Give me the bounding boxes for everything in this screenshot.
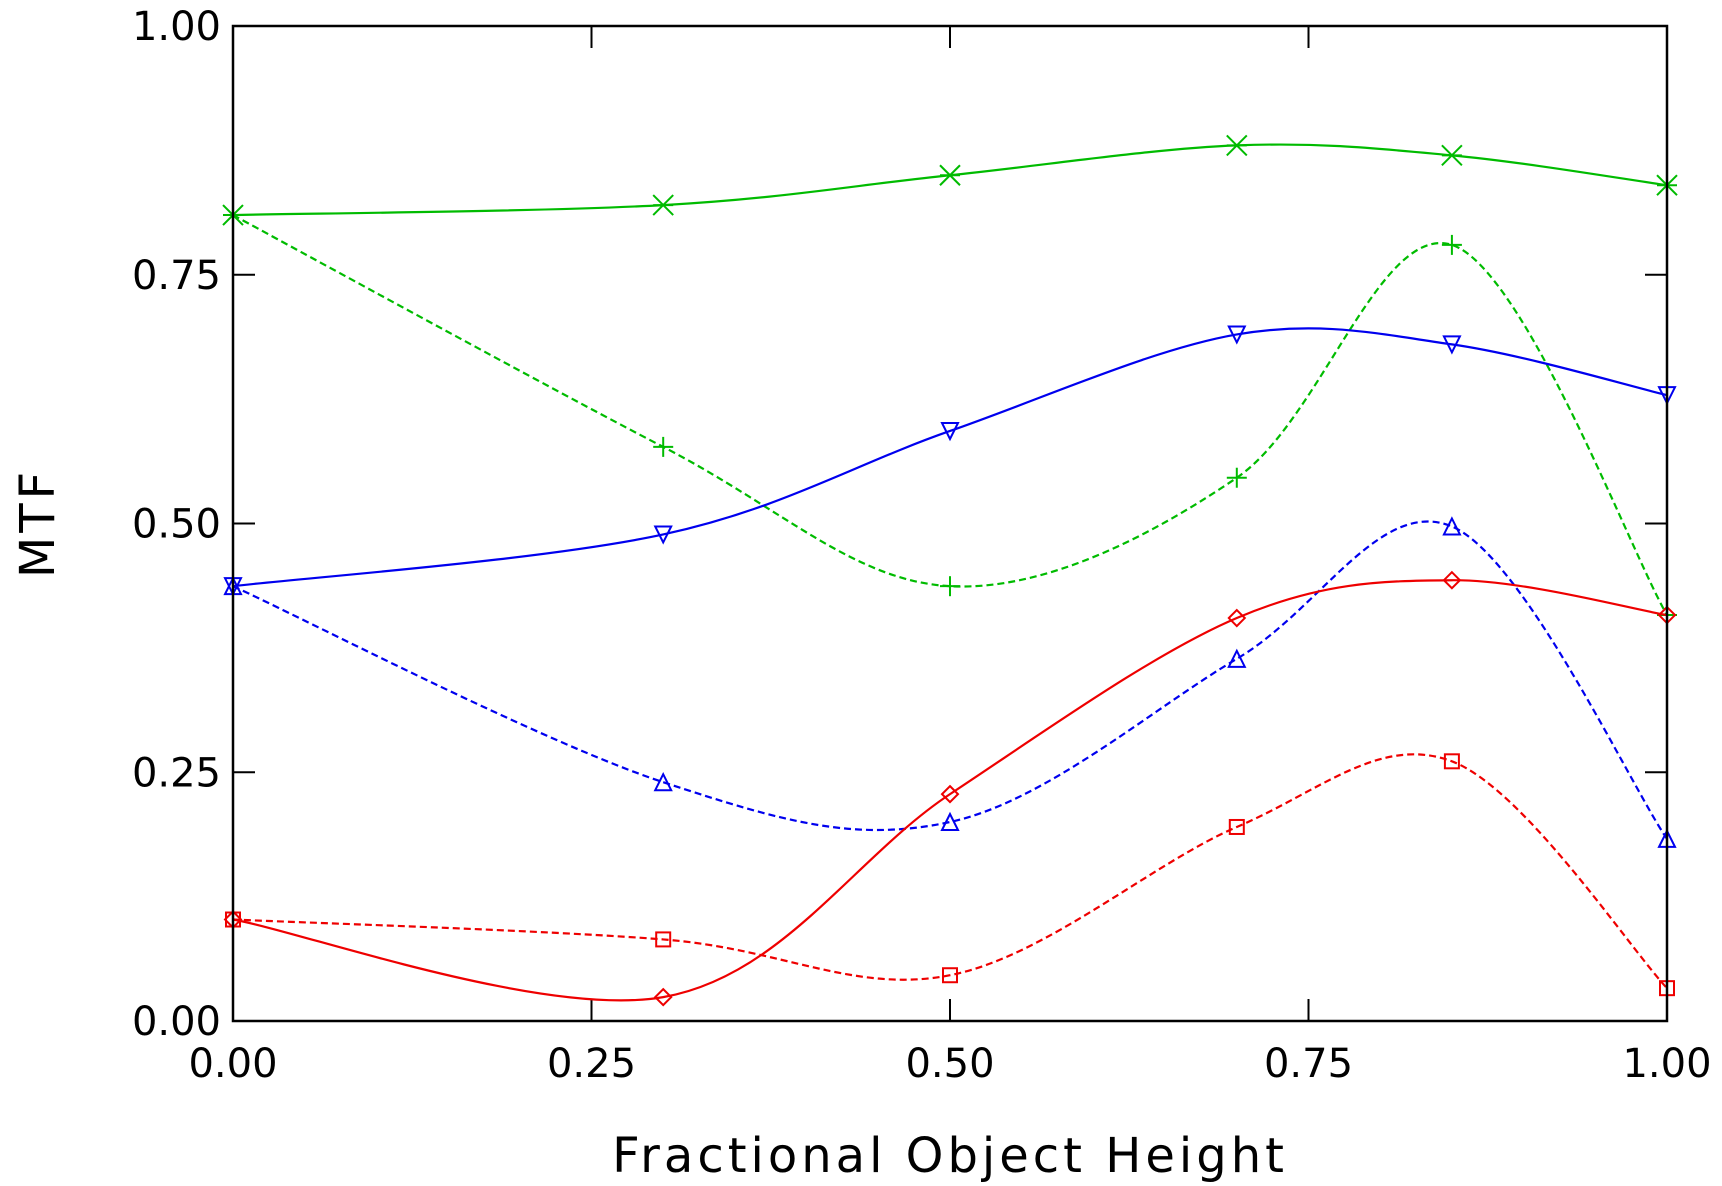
data-point-x-star — [939, 164, 961, 186]
data-point-triangle-down — [1442, 335, 1462, 355]
data-point-diamond — [940, 784, 960, 804]
data-point-x-star — [652, 194, 674, 216]
data-point-triangle-down — [1227, 325, 1247, 345]
data-point-plus — [940, 576, 960, 597]
series-line — [232, 520, 1668, 840]
y-tick-label: 0.25 — [132, 750, 221, 796]
data-point-triangle-up — [940, 811, 960, 831]
data-point-square — [942, 967, 958, 984]
data-point-square — [1443, 753, 1460, 770]
x-tick-label: 0.25 — [547, 1041, 636, 1087]
x-tick-label: 0.75 — [1264, 1041, 1353, 1087]
series-line — [232, 214, 1668, 616]
x-tick-labels: 0.00 0.25 0.50 0.75 1.00 — [188, 1041, 1711, 1087]
x-tick-label: 0.00 — [188, 1041, 277, 1087]
data-point-square — [655, 931, 672, 948]
data-point-plus — [1226, 467, 1247, 488]
data-point-x-star — [1441, 144, 1463, 167]
x-tick-label: 0.50 — [905, 1041, 994, 1087]
series-line — [232, 327, 1668, 588]
y-tick-label: 1.00 — [132, 4, 221, 50]
x-axis-label: Fractional Object Height — [612, 1128, 1288, 1184]
data-point-diamond — [653, 987, 673, 1007]
series-2 — [223, 325, 1677, 597]
series-0 — [222, 134, 1678, 226]
y-tick-labels: 0.00 0.25 0.50 0.75 1.00 — [132, 4, 221, 1045]
y-tick-label: 0.50 — [132, 502, 221, 548]
y-tick-label: 0.00 — [132, 999, 221, 1045]
series-line — [232, 753, 1668, 989]
series-layer — [222, 134, 1678, 1007]
data-point-triangle-down — [653, 525, 673, 545]
data-point-triangle-up — [1442, 516, 1462, 536]
data-point-triangle-down — [940, 421, 960, 442]
data-point-triangle-up — [653, 771, 673, 792]
data-point-plus — [1441, 234, 1462, 255]
series-1 — [223, 205, 1677, 626]
y-tick-label: 0.75 — [132, 253, 221, 299]
data-point-square — [1228, 818, 1245, 835]
series-3 — [223, 516, 1677, 848]
series-line — [232, 579, 1668, 1002]
data-point-diamond — [1227, 608, 1247, 628]
x-tick-label: 1.00 — [1622, 1041, 1711, 1087]
data-point-plus — [653, 436, 674, 457]
data-point-diamond — [1442, 570, 1462, 590]
series-5 — [225, 753, 1675, 997]
y-axis-label: MTF — [10, 468, 66, 578]
data-point-x-star — [1226, 134, 1248, 157]
series-4 — [223, 570, 1677, 1007]
data-point-triangle-up — [1227, 648, 1247, 668]
plot-frame — [231, 24, 1669, 1023]
